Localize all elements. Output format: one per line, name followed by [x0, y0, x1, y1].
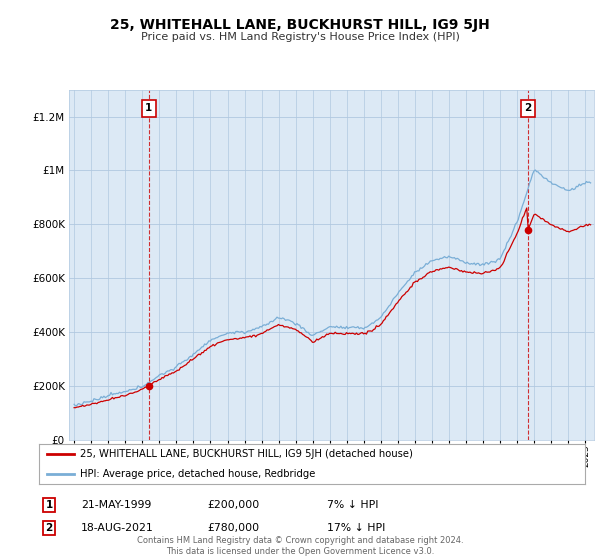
- Text: 18-AUG-2021: 18-AUG-2021: [81, 523, 154, 533]
- Text: 1: 1: [145, 104, 152, 114]
- Text: 25, WHITEHALL LANE, BUCKHURST HILL, IG9 5JH: 25, WHITEHALL LANE, BUCKHURST HILL, IG9 …: [110, 18, 490, 32]
- Text: 2: 2: [524, 104, 532, 114]
- Text: 2: 2: [46, 523, 53, 533]
- Text: Price paid vs. HM Land Registry's House Price Index (HPI): Price paid vs. HM Land Registry's House …: [140, 32, 460, 43]
- Text: 1: 1: [46, 500, 53, 510]
- Text: £200,000: £200,000: [207, 500, 259, 510]
- Text: 7% ↓ HPI: 7% ↓ HPI: [327, 500, 379, 510]
- Text: £780,000: £780,000: [207, 523, 259, 533]
- Text: 17% ↓ HPI: 17% ↓ HPI: [327, 523, 385, 533]
- Text: 25, WHITEHALL LANE, BUCKHURST HILL, IG9 5JH (detached house): 25, WHITEHALL LANE, BUCKHURST HILL, IG9 …: [80, 449, 413, 459]
- Text: Contains HM Land Registry data © Crown copyright and database right 2024.
This d: Contains HM Land Registry data © Crown c…: [137, 536, 463, 556]
- Text: 21-MAY-1999: 21-MAY-1999: [81, 500, 151, 510]
- Text: HPI: Average price, detached house, Redbridge: HPI: Average price, detached house, Redb…: [80, 469, 316, 479]
